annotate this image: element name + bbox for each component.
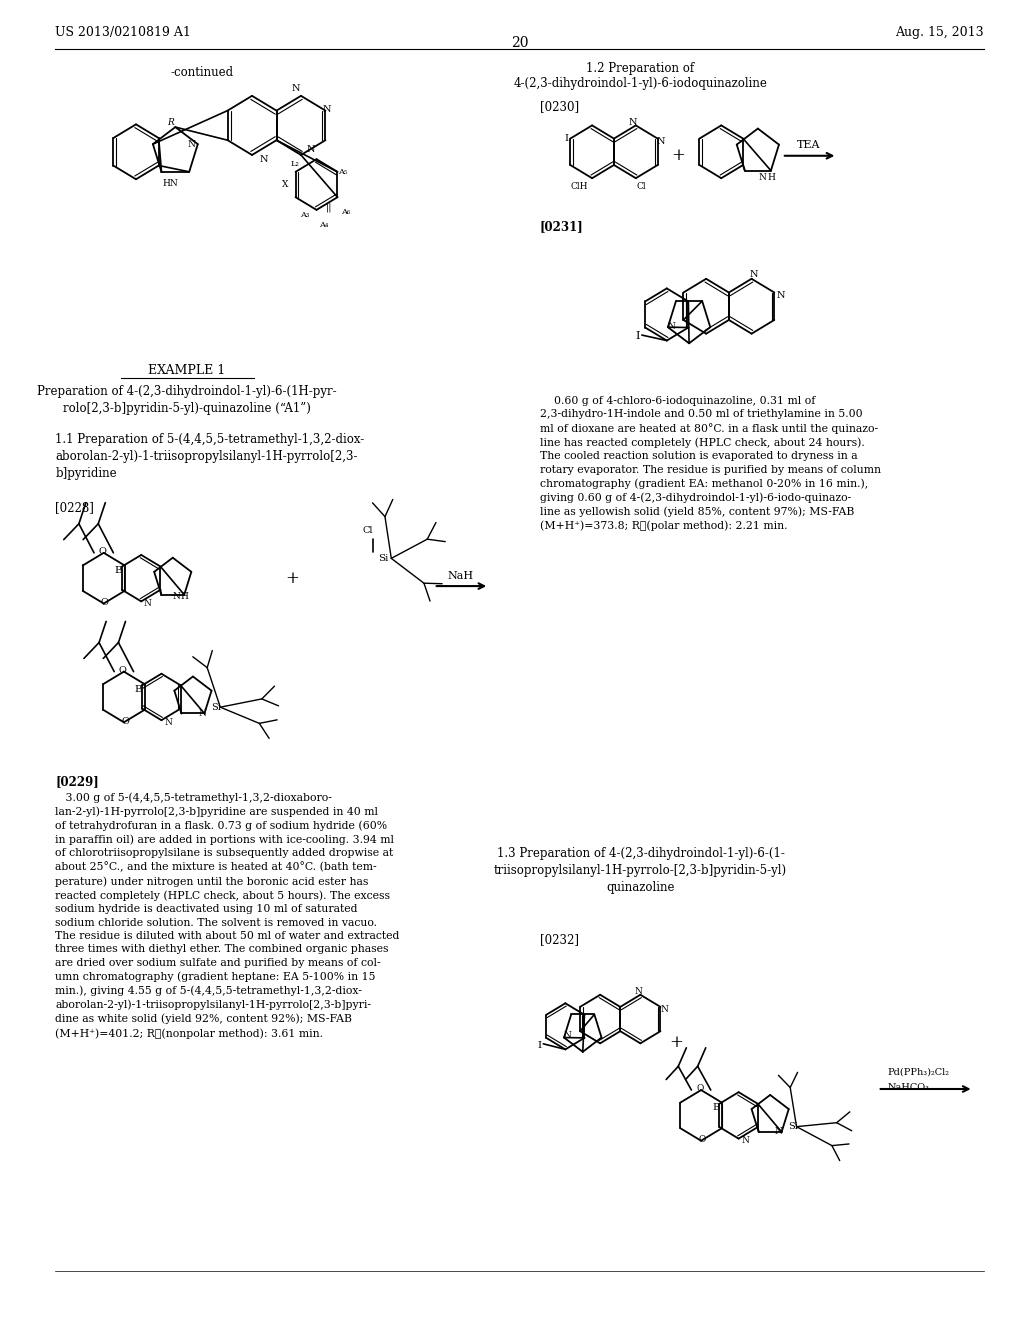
Text: +: + <box>671 148 685 164</box>
Text: Preparation of 4-(2,3-dihydroindol-1-yl)-6-(1H-pyr-
rolo[2,3-b]pyridin-5-yl)-qui: Preparation of 4-(2,3-dihydroindol-1-yl)… <box>37 385 336 416</box>
Text: N: N <box>323 104 331 114</box>
Text: 20: 20 <box>511 36 528 50</box>
Text: N: N <box>741 1137 750 1146</box>
Text: [0231]: [0231] <box>540 220 584 234</box>
Text: I: I <box>636 331 640 342</box>
Text: Pd(PPh₃)₂Cl₂: Pd(PPh₃)₂Cl₂ <box>888 1068 950 1076</box>
Text: 3.00 g of 5-(4,4,5,5-tetramethyl-1,3,2-dioxaboro-
lan-2-yl)-1H-pyrrolo[2,3-b]pyr: 3.00 g of 5-(4,4,5,5-tetramethyl-1,3,2-d… <box>55 792 399 1039</box>
Text: N: N <box>629 119 638 127</box>
Text: N: N <box>164 718 172 727</box>
Text: N: N <box>668 322 675 331</box>
Text: Cl: Cl <box>362 527 374 535</box>
Text: US 2013/0210819 A1: US 2013/0210819 A1 <box>55 26 191 40</box>
Text: N: N <box>774 1127 782 1137</box>
Text: N: N <box>173 593 180 601</box>
Text: Si: Si <box>211 702 221 711</box>
Text: A₃: A₃ <box>300 211 309 219</box>
Text: N: N <box>199 709 207 718</box>
Text: N: N <box>776 290 784 300</box>
Text: NaHCO₃: NaHCO₃ <box>888 1084 930 1092</box>
Text: O: O <box>98 546 106 556</box>
Text: -continued: -continued <box>170 66 233 79</box>
Text: I: I <box>538 1041 542 1051</box>
Text: A₅: A₅ <box>339 168 348 176</box>
Text: O: O <box>698 1135 706 1144</box>
Text: O: O <box>121 717 129 726</box>
Text: ||: || <box>326 202 332 213</box>
Text: EXAMPLE 1: EXAMPLE 1 <box>147 364 225 378</box>
Text: Si: Si <box>378 554 388 562</box>
Text: A₆: A₆ <box>341 209 350 216</box>
Text: Aug. 15, 2013: Aug. 15, 2013 <box>895 26 984 40</box>
Text: L₂: L₂ <box>290 160 299 168</box>
Text: A₄: A₄ <box>319 220 329 230</box>
Text: 1.1 Preparation of 5-(4,4,5,5-tetramethyl-1,3,2-diox-
aborolan-2-yl)-1-triisopro: 1.1 Preparation of 5-(4,4,5,5-tetramethy… <box>55 433 365 480</box>
Text: N: N <box>144 599 152 609</box>
Text: O: O <box>696 1084 703 1093</box>
Text: N: N <box>259 154 267 164</box>
Text: ClH: ClH <box>570 182 588 190</box>
Text: 1.2 Preparation of: 1.2 Preparation of <box>587 62 694 75</box>
Text: [0232]: [0232] <box>540 933 579 946</box>
Text: +: + <box>669 1035 683 1051</box>
Text: N: N <box>292 84 300 94</box>
Text: N: N <box>656 137 666 145</box>
Text: N: N <box>750 271 759 279</box>
Text: NaH: NaH <box>447 570 474 581</box>
Text: H: H <box>767 173 775 182</box>
Text: N: N <box>759 173 766 182</box>
Text: [0229]: [0229] <box>55 775 99 788</box>
Text: N: N <box>660 1005 669 1014</box>
Text: +: + <box>286 570 299 586</box>
Text: [0230]: [0230] <box>540 100 579 114</box>
Text: TEA: TEA <box>798 140 821 150</box>
Text: N: N <box>306 145 315 153</box>
Text: HN: HN <box>163 180 178 189</box>
Text: O: O <box>101 598 109 607</box>
Text: R: R <box>167 117 174 127</box>
Text: N: N <box>188 140 196 149</box>
Text: N: N <box>563 1031 571 1040</box>
Text: B: B <box>712 1104 719 1113</box>
Text: N: N <box>634 987 642 997</box>
Text: O: O <box>119 665 127 675</box>
Text: B: B <box>115 566 122 576</box>
Text: B: B <box>134 685 142 694</box>
Text: X: X <box>282 180 288 189</box>
Text: 1.3 Preparation of 4-(2,3-dihydroindol-1-yl)-6-(1-
triisopropylsilanyl-1H-pyrrol: 1.3 Preparation of 4-(2,3-dihydroindol-1… <box>494 847 787 895</box>
Text: 0.60 g of 4-chloro-6-iodoquinazoline, 0.31 ml of
2,3-dihydro-1H-indole and 0.50 : 0.60 g of 4-chloro-6-iodoquinazoline, 0.… <box>540 396 881 532</box>
Text: H: H <box>180 593 188 601</box>
Text: Si: Si <box>787 1122 798 1131</box>
Text: Cl: Cl <box>636 182 646 190</box>
Text: 4-(2,3-dihydroindol-1-yl)-6-iodoquinazoline: 4-(2,3-dihydroindol-1-yl)-6-iodoquinazol… <box>514 77 767 90</box>
Text: [0228]: [0228] <box>55 502 94 515</box>
Text: I: I <box>565 135 569 143</box>
